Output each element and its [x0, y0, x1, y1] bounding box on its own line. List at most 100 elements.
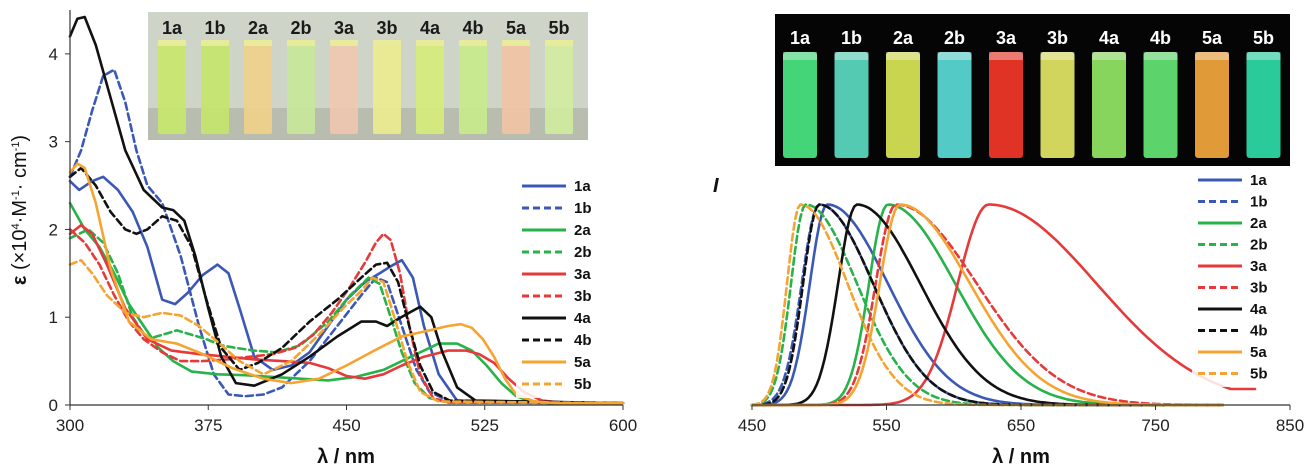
vial-3a: [330, 44, 358, 134]
legend-label-1a: 1a: [1250, 172, 1267, 189]
y-tick-label: 0: [49, 396, 58, 415]
vial-cap: [545, 40, 573, 46]
legend-label-4b: 4b: [574, 332, 592, 349]
vial-cap: [373, 40, 401, 46]
legend-label-2a: 2a: [1250, 215, 1267, 232]
legend-label-1b: 1b: [1250, 194, 1268, 211]
emission-series-2a: [750, 203, 1225, 407]
absorption-y-ticks: 0 1 2 3 4: [49, 45, 70, 415]
vial-glow: [1092, 52, 1126, 60]
vial-cap: [244, 40, 272, 46]
emission-series-lines: [750, 203, 1257, 407]
vial-cap: [459, 40, 487, 46]
emission-series-4b: [750, 203, 1225, 407]
vial-label: 5a: [1202, 28, 1223, 48]
y-tick-label: 3: [49, 133, 58, 152]
legend-label-4a: 4a: [574, 310, 591, 327]
legend-label-2a: 2a: [574, 222, 591, 239]
ylabel-sup: 4: [10, 223, 22, 229]
emission-vials-photo: 1a 1b 2a 2b 3a 3b 4a 4b 5a 5b: [775, 14, 1290, 166]
vial-glow: [886, 52, 920, 60]
ylabel-part: ·M: [9, 200, 31, 223]
vial-1b: [201, 44, 229, 134]
vial-label: 1b: [204, 18, 225, 38]
vial-label: 1a: [162, 18, 183, 38]
vial-glow: [937, 52, 972, 60]
vial-label: 1a: [790, 28, 811, 48]
x-tick-label: 450: [332, 416, 360, 435]
x-tick-label: 600: [609, 416, 637, 435]
vial-label: 4a: [420, 18, 441, 38]
vial-cap: [502, 40, 530, 46]
vial-3a: [989, 52, 1023, 158]
vial-3b: [1040, 52, 1075, 158]
emission-series-4a: [750, 203, 1225, 407]
absorption-series-5b: [68, 258, 625, 405]
vial-label: 4b: [1150, 28, 1171, 48]
x-tick-label: 450: [738, 416, 766, 435]
ylabel-sup: -1: [10, 142, 22, 152]
vial-4a: [416, 44, 444, 134]
x-tick-label: 750: [1141, 416, 1169, 435]
vial-glow: [783, 52, 817, 60]
absorption-series-1a: [68, 175, 625, 405]
vial-glow: [1143, 52, 1178, 60]
legend-label-3b: 3b: [1250, 280, 1268, 297]
emission-chart: 1a 1b 2a 2b 3a 3b 4a 4b 5a 5b 450 550 650 750 850 λ /…: [713, 14, 1304, 468]
vial-cap: [158, 40, 186, 46]
vial-4b: [459, 44, 487, 134]
vial-1a: [158, 44, 186, 134]
vial-label: 2a: [893, 28, 914, 48]
legend-background: [516, 174, 626, 398]
legend-label-5a: 5a: [1250, 344, 1267, 361]
legend-label-3b: 3b: [574, 288, 592, 305]
legend-label-1b: 1b: [574, 200, 592, 217]
absorption-vials-photo: 1a 1b 2a 2b 3a 3b 4a 4b 5a 5b: [148, 12, 588, 140]
vial-label: 1b: [841, 28, 862, 48]
vial-5b: [1246, 52, 1281, 158]
vial-4a: [1092, 52, 1126, 158]
emission-series-5a: [750, 203, 1225, 407]
absorption-series-lines: [68, 15, 625, 405]
vial-2b: [287, 44, 315, 134]
vial-label: 3a: [996, 28, 1017, 48]
emission-y-axis-label: I: [713, 175, 719, 197]
vial-glow: [834, 52, 869, 60]
vial-5b: [545, 44, 573, 134]
vial-label: 2a: [248, 18, 269, 38]
vial-glow: [989, 52, 1023, 60]
emission-series-5b: [750, 203, 1225, 407]
emission-series-1a: [750, 203, 1225, 407]
vial-1a: [783, 52, 817, 158]
vial-glow: [1195, 52, 1229, 60]
absorption-series-5a: [68, 162, 625, 405]
vial-2a: [244, 44, 272, 134]
ylabel-part: ): [9, 135, 31, 142]
vial-label: 3b: [1047, 28, 1068, 48]
emission-x-ticks: 450 550 650 750 850: [738, 405, 1304, 435]
emission-series-3b: [750, 203, 1225, 407]
absorption-x-axis-label: λ / nm: [317, 446, 375, 468]
vial-label: 3a: [334, 18, 355, 38]
ylabel-part: · cm: [9, 151, 31, 190]
vial-2a: [886, 52, 920, 158]
absorption-legend: 1a 1b 2a 2b 3a 3b 4a 4b 5a 5b: [516, 174, 626, 398]
vial-4b: [1143, 52, 1178, 158]
x-tick-label: 525: [471, 416, 499, 435]
legend-label-3a: 3a: [574, 266, 591, 283]
legend-label-2b: 2b: [574, 244, 592, 261]
vial-2b: [937, 52, 972, 158]
y-tick-label: 2: [49, 220, 58, 239]
legend-label-4b: 4b: [1250, 323, 1268, 340]
vial-cap: [330, 40, 358, 46]
absorption-x-ticks: 300 375 450 525 600: [56, 405, 637, 435]
vial-label: 5a: [506, 18, 527, 38]
legend-label-5a: 5a: [574, 354, 591, 371]
vial-5a: [502, 44, 530, 134]
vial-label: 4a: [1099, 28, 1120, 48]
vial-cap: [287, 40, 315, 46]
vial-label: 3b: [376, 18, 397, 38]
y-tick-label: 1: [49, 308, 58, 327]
vial-glow: [1040, 52, 1075, 60]
